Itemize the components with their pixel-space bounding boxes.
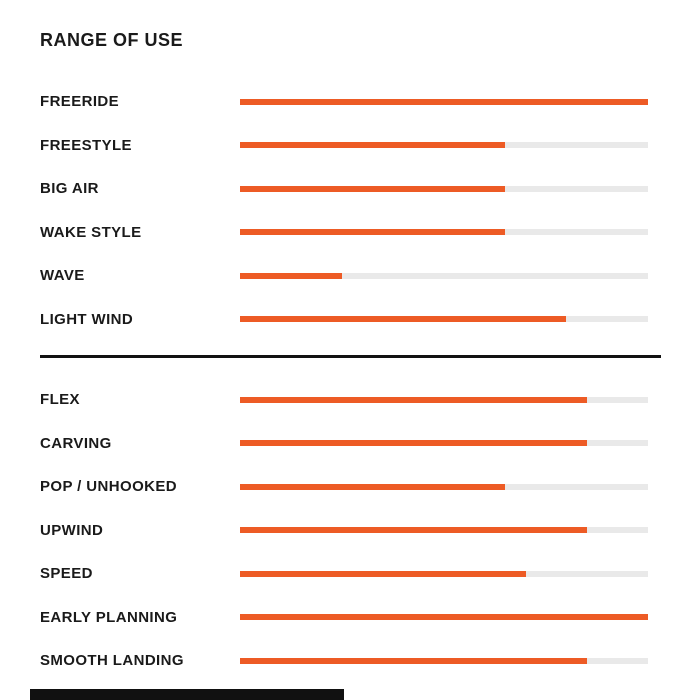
chart-row: CARVING [0, 422, 700, 466]
chart-row: LIGHT WIND [0, 298, 700, 342]
bar-fill [240, 440, 587, 447]
bar-fill [240, 98, 648, 105]
row-label: SMOOTH LANDING [40, 652, 184, 670]
bar-track [240, 440, 648, 447]
row-label: FLEX [40, 391, 80, 409]
chart-section-characteristics: FLEX CARVING POP / UNHOOKED UPWIND SPEED… [0, 378, 700, 683]
bar-track [240, 185, 648, 192]
chart-row: UPWIND [0, 509, 700, 553]
bar-track [240, 142, 648, 149]
bar-fill [240, 185, 506, 192]
chart-row: EARLY PLANNING [0, 596, 700, 640]
bar-fill [240, 657, 587, 664]
section-divider [40, 355, 661, 358]
row-label: EARLY PLANNING [40, 608, 178, 626]
row-label: LIGHT WIND [40, 310, 134, 328]
row-label: UPWIND [40, 521, 104, 539]
chart-row: POP / UNHOOKED [0, 465, 700, 509]
bar-fill [240, 483, 506, 490]
chart-row: FREESTYLE [0, 124, 700, 168]
bar-fill [240, 396, 587, 403]
bar-fill [240, 614, 648, 621]
row-label: CARVING [40, 434, 112, 452]
chart-row: SPEED [0, 552, 700, 596]
chart-row: SMOOTH LANDING [0, 639, 700, 683]
chart-row: FREERIDE [0, 80, 700, 124]
bar-track [240, 272, 648, 279]
chart-row: FLEX [0, 378, 700, 422]
row-label: WAKE STYLE [40, 223, 142, 241]
bar-fill [240, 527, 587, 534]
bar-track [240, 316, 648, 323]
bar-track [240, 98, 648, 105]
bar-track [240, 229, 648, 236]
bar-track [240, 483, 648, 490]
row-label: WAVE [40, 267, 85, 285]
bar-track [240, 570, 648, 577]
chart-row: WAVE [0, 254, 700, 298]
bar-track [240, 614, 648, 621]
row-label: BIG AIR [40, 180, 99, 198]
row-label: FREESTYLE [40, 136, 132, 154]
bar-track [240, 527, 648, 534]
chart-row: BIG AIR [0, 167, 700, 211]
bar-track [240, 657, 648, 664]
cropped-bottom-bar [30, 689, 344, 700]
bar-track [240, 396, 648, 403]
chart-section-disciplines: FREERIDE FREESTYLE BIG AIR WAKE STYLE WA… [0, 80, 700, 341]
bar-fill [240, 316, 567, 323]
row-label: SPEED [40, 565, 93, 583]
chart-title: RANGE OF USE [40, 30, 184, 50]
row-label: FREERIDE [40, 93, 120, 111]
bar-fill [240, 570, 526, 577]
bar-fill [240, 142, 506, 149]
row-label: POP / UNHOOKED [40, 478, 178, 496]
bar-fill [240, 272, 342, 279]
chart-row: WAKE STYLE [0, 211, 700, 255]
bar-fill [240, 229, 506, 236]
